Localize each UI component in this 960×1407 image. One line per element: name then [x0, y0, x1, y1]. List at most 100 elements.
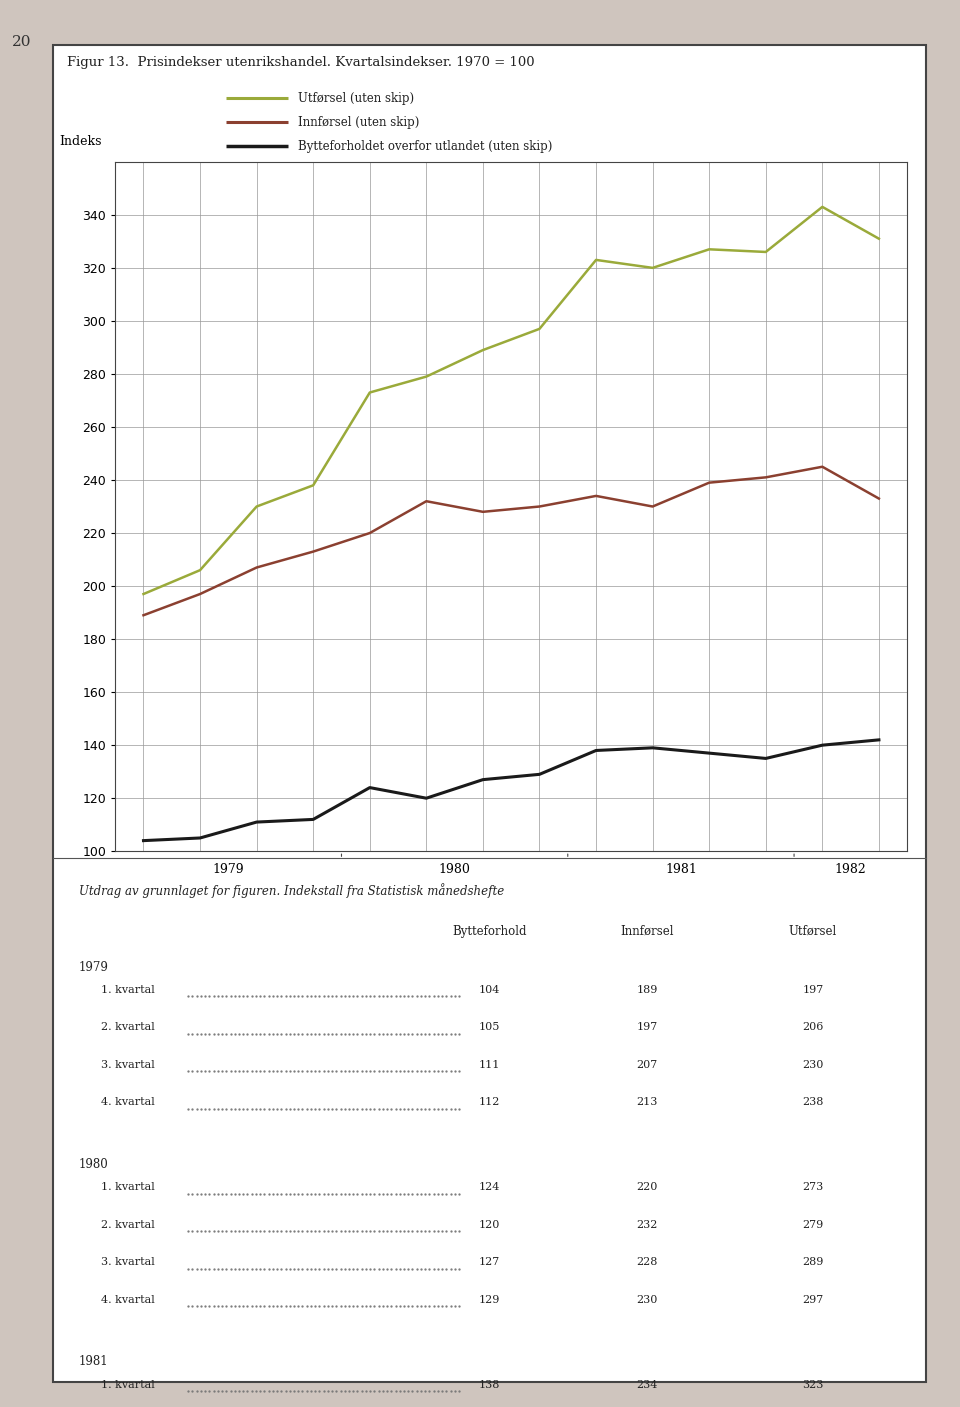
- Point: [384, 985, 399, 1007]
- Point: [421, 1023, 437, 1045]
- Point: [409, 1097, 424, 1120]
- Point: [256, 1097, 272, 1120]
- Text: 124: 124: [479, 1182, 500, 1192]
- Point: [244, 1294, 259, 1317]
- Point: [371, 1023, 386, 1045]
- Point: [349, 1097, 365, 1120]
- Point: [371, 985, 386, 1007]
- Point: [235, 1023, 251, 1045]
- Point: [333, 1294, 348, 1317]
- Point: [198, 1097, 213, 1120]
- Point: [421, 1059, 437, 1082]
- Point: [409, 1059, 424, 1082]
- Point: [367, 1294, 382, 1317]
- Point: [426, 1059, 442, 1082]
- Point: [307, 1294, 323, 1317]
- Point: [400, 1059, 416, 1082]
- Point: [354, 1023, 370, 1045]
- Point: [231, 1182, 247, 1204]
- Point: [400, 1097, 416, 1120]
- Point: [342, 1294, 357, 1317]
- Point: [409, 1380, 424, 1403]
- Point: [400, 1380, 416, 1403]
- Point: [270, 1294, 285, 1317]
- Point: [189, 985, 204, 1007]
- Point: [312, 1182, 327, 1204]
- Point: [388, 1023, 403, 1045]
- Point: [202, 1380, 217, 1403]
- Point: [321, 985, 336, 1007]
- Point: [249, 1220, 264, 1242]
- Point: [316, 1220, 331, 1242]
- Point: [282, 985, 298, 1007]
- Point: [418, 1380, 433, 1403]
- Point: [384, 1059, 399, 1082]
- Point: [193, 1023, 208, 1045]
- Point: [328, 985, 344, 1007]
- Point: [307, 1220, 323, 1242]
- Point: [223, 1258, 238, 1280]
- Point: [299, 1380, 314, 1403]
- Point: [451, 1258, 467, 1280]
- Point: [316, 1380, 331, 1403]
- Point: [451, 1023, 467, 1045]
- Point: [396, 1182, 412, 1204]
- Point: [274, 1258, 289, 1280]
- Point: [324, 1182, 340, 1204]
- Text: 20: 20: [12, 35, 31, 49]
- Point: [198, 1380, 213, 1403]
- Point: [421, 1220, 437, 1242]
- Point: [244, 1097, 259, 1120]
- Point: [371, 1182, 386, 1204]
- Point: [256, 1220, 272, 1242]
- Point: [367, 1182, 382, 1204]
- Text: 2. kvartal: 2. kvartal: [101, 1220, 155, 1230]
- Point: [256, 1059, 272, 1082]
- Point: [342, 1182, 357, 1204]
- Text: 207: 207: [636, 1059, 658, 1069]
- Point: [328, 1182, 344, 1204]
- Point: [303, 1023, 319, 1045]
- Point: [451, 1220, 467, 1242]
- Point: [295, 1294, 310, 1317]
- Point: [312, 1258, 327, 1280]
- Point: [426, 1294, 442, 1317]
- Point: [277, 1097, 293, 1120]
- Point: [244, 1258, 259, 1280]
- Point: [421, 985, 437, 1007]
- Point: [384, 1182, 399, 1204]
- Point: [363, 1220, 378, 1242]
- Point: [286, 1258, 301, 1280]
- Point: [392, 1182, 407, 1204]
- Point: [349, 1294, 365, 1317]
- Point: [307, 1258, 323, 1280]
- Point: [231, 1258, 247, 1280]
- Point: [282, 1294, 298, 1317]
- Point: [228, 1380, 243, 1403]
- Point: [244, 1059, 259, 1082]
- Text: 232: 232: [636, 1220, 658, 1230]
- Point: [240, 1258, 255, 1280]
- Point: [447, 1220, 463, 1242]
- Point: [316, 1097, 331, 1120]
- Point: [354, 1097, 370, 1120]
- Point: [235, 985, 251, 1007]
- Point: [270, 985, 285, 1007]
- Point: [363, 1258, 378, 1280]
- Point: [303, 985, 319, 1007]
- Point: [375, 1380, 391, 1403]
- Text: 238: 238: [803, 1097, 824, 1107]
- Point: [435, 1258, 450, 1280]
- Point: [228, 1294, 243, 1317]
- Text: 1981: 1981: [665, 862, 697, 877]
- Point: [367, 1258, 382, 1280]
- Point: [379, 1182, 395, 1204]
- Point: [405, 1182, 420, 1204]
- Point: [223, 1220, 238, 1242]
- Point: [265, 1059, 280, 1082]
- Point: [379, 1220, 395, 1242]
- Point: [205, 1182, 221, 1204]
- Point: [312, 1023, 327, 1045]
- Point: [333, 985, 348, 1007]
- Point: [324, 1294, 340, 1317]
